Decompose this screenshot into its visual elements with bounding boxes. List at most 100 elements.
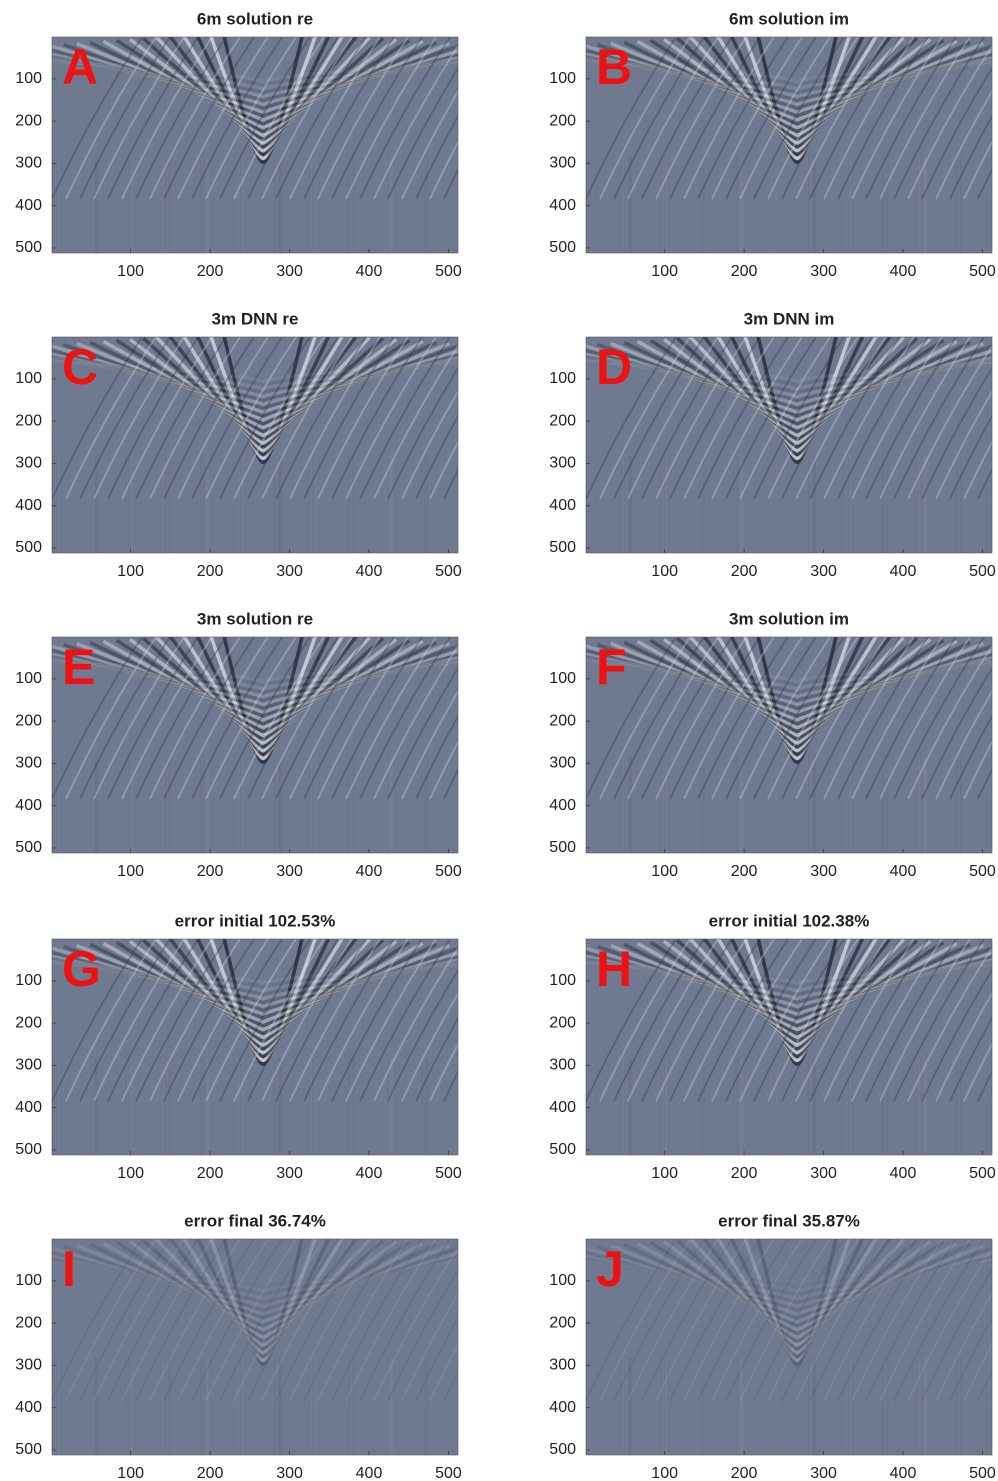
x-tick-label: 400 [356,563,383,580]
image-fan [697,939,789,1102]
image-fan [991,196,992,199]
image-fan [163,337,255,500]
plot-frame [585,36,993,254]
image-fan [795,637,887,800]
image-fan [586,37,677,200]
image-wave [168,37,358,149]
image-fan [641,337,733,500]
image-wave [702,939,892,1051]
panel-letter: F [596,639,627,695]
image-fan [205,939,297,1102]
image-streak [702,455,705,553]
image-fan [949,1016,992,1102]
image-fan [121,1239,213,1402]
image-fan [767,37,859,200]
image-fan [65,637,157,800]
image-wave [586,59,992,92]
image-wave [636,39,958,130]
image-wave [128,337,398,438]
image-fan [907,946,992,1102]
image-streak [775,1357,778,1455]
y-tick-label: 500 [549,239,576,256]
image-fan [429,1042,458,1102]
image-fan [599,1239,691,1402]
y-tick-label: 300 [549,1357,576,1374]
image-wave [586,656,992,699]
image-fan [879,37,971,200]
image-fan [303,939,395,1102]
y-tick-label: 500 [549,839,576,856]
image-wave [586,950,992,1013]
image-streak [352,1357,355,1455]
image-wave [52,359,458,384]
image-wave [62,42,458,118]
image-streak [739,1357,743,1455]
image-fan [65,1239,157,1402]
image-fan [725,637,817,800]
image-fan [247,1239,339,1402]
image-wave [702,37,892,149]
y-tick-label: 200 [549,1014,576,1031]
image-fan [851,37,943,200]
image-wave [689,337,905,445]
image-wave [76,41,451,122]
image-wave [168,637,358,749]
image-fan [135,939,227,1102]
image-wave [586,348,992,411]
image-wave [115,38,411,134]
image-fan [711,37,803,200]
image-wave [52,954,458,1009]
image-fan [275,337,367,500]
image-fan [781,1239,873,1402]
image-fan [823,637,915,800]
image-wave [596,42,992,118]
image-wave [729,939,865,1059]
image-fan [599,37,691,200]
image-fan [121,337,213,500]
image-wave [610,41,985,122]
image-wave [586,652,992,707]
image-wave [676,337,919,441]
image-wave [702,337,892,449]
image-fan [387,1268,458,1402]
image-wave [623,1242,971,1328]
x-tick-label: 300 [276,563,303,580]
image-wave [142,337,385,441]
image-wave [586,1250,992,1313]
image-fan [879,637,971,800]
image-fan [93,939,185,1102]
image-fan [345,637,437,800]
image-fan [317,637,409,800]
image-wave [586,659,992,692]
image-fan [121,637,213,800]
image-fan [247,939,339,1102]
image-fan [767,1239,859,1402]
image-streak [168,155,171,253]
image-fan [93,637,185,800]
panel-letter: E [62,639,95,695]
image-wave [52,56,458,99]
image-wave [155,1239,371,1347]
image-streak [94,1357,98,1455]
image-fan [163,939,255,1102]
image-fan [65,939,157,1102]
x-tick-label: 500 [435,1165,462,1182]
image-fan [149,337,241,500]
y-tick-label: 100 [15,670,42,687]
image-wave [623,640,971,726]
image-streak [352,155,355,253]
image-wave [52,58,458,96]
x-tick-label: 500 [435,863,462,880]
image-streak [812,1057,816,1155]
image-fan [79,337,171,500]
image-fan [443,467,458,500]
image-fan [837,337,929,500]
x-tick-label: 100 [651,263,678,280]
image-wave [128,1239,398,1340]
image-fan [921,666,992,800]
image-wave [115,338,411,434]
panel-title: 3m solution re [197,609,313,628]
image-fan [331,37,423,200]
image-wave [155,939,371,1047]
image-wave [222,1239,304,1367]
